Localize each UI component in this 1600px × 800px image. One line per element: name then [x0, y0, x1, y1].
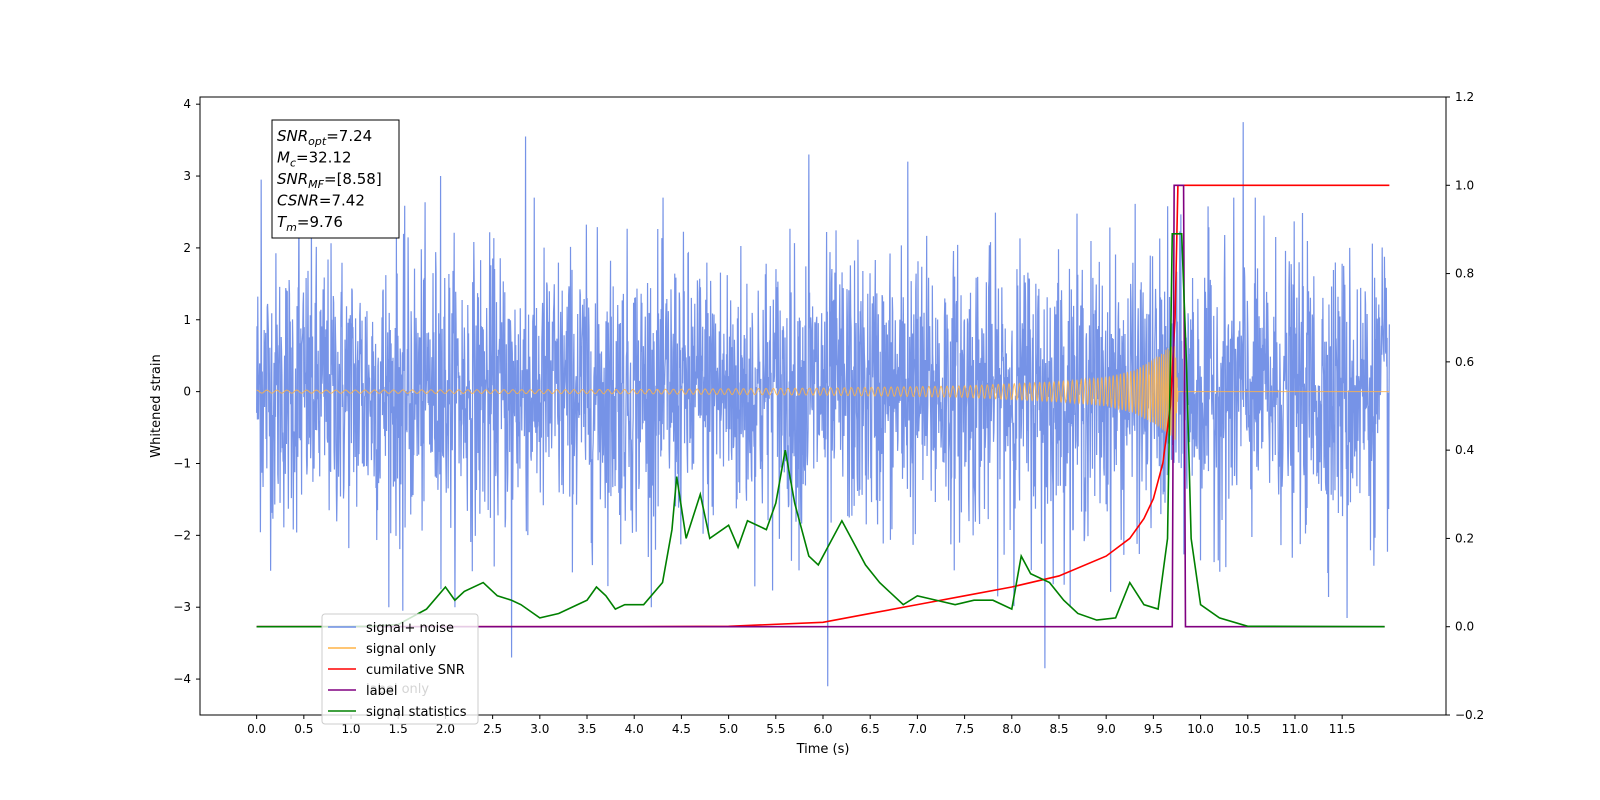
y2-tick-label: −0.2: [1455, 708, 1484, 722]
annotation-line: Mc=32.12: [277, 149, 352, 170]
y-tick-label: −1: [173, 456, 191, 470]
x-tick-label: 5.0: [719, 722, 738, 736]
x-tick-label: 5.5: [766, 722, 785, 736]
y-tick-label: 1: [183, 313, 191, 327]
x-tick-label: 7.0: [908, 722, 927, 736]
x-tick-label: 1.5: [389, 722, 408, 736]
x-tick-label: 0.5: [294, 722, 313, 736]
y-axis-label: Whitened strain: [149, 354, 164, 457]
annotation-line: CSNR=7.42: [277, 192, 365, 210]
x-tick-label: 8.0: [1002, 722, 1021, 736]
series-signal-statistics: [256, 233, 1385, 628]
legend-label: signal statistics: [366, 705, 467, 720]
y-tick-label: 2: [183, 241, 191, 255]
x-tick-label: 8.5: [1049, 722, 1068, 736]
series-label: [256, 184, 1385, 628]
legend-label: cumilative SNR: [366, 663, 465, 678]
y-tick-label: 0: [183, 385, 191, 399]
y2-tick-label: 0.4: [1455, 443, 1474, 457]
y-tick-label: −3: [173, 600, 191, 614]
x-axis: 0.0 0.5 1.0 1.5 2.0 2.5 3.0 3.5 4.0 4.5 5.0 5.5 6.0 6…: [247, 715, 1356, 736]
series-signal-plus-noise: [256, 122, 1390, 687]
y2-tick-label: 1.0: [1455, 178, 1474, 192]
x-tick-label: 4.5: [672, 722, 691, 736]
x-tick-label: 10.0: [1187, 722, 1214, 736]
x-tick-label: 0.0: [247, 722, 266, 736]
x-tick-label: 2.0: [436, 722, 455, 736]
x-tick-label: 9.5: [1144, 722, 1163, 736]
x-tick-label: 2.5: [483, 722, 502, 736]
x-axis-label: Time (s): [796, 742, 850, 757]
x-tick-label: 3.5: [577, 722, 596, 736]
y-axis-right: 1.2 1.0 0.8 0.6 0.4 0.2 0.0 −0.2: [1446, 90, 1484, 722]
legend-label: label: [366, 684, 397, 699]
legend-faded-text: label only: [366, 682, 429, 697]
y2-tick-label: 0.2: [1455, 531, 1474, 545]
legend: label only signal+ noise signal only cumila…: [321, 613, 479, 725]
x-tick-label: 7.5: [955, 722, 974, 736]
y2-tick-label: 1.2: [1455, 90, 1474, 104]
y2-tick-label: 0.6: [1455, 355, 1474, 369]
legend-label: signal only: [366, 642, 436, 657]
y-axis-left: 4 3 2 1 0 −1 −2 −3 −4: [173, 97, 200, 686]
x-tick-label: 6.5: [861, 722, 880, 736]
y-tick-label: 3: [183, 169, 191, 183]
y-tick-label: 4: [183, 97, 191, 111]
annotation-frame: [271, 119, 400, 239]
x-tick-label: 9.0: [1097, 722, 1116, 736]
annotation-box: SNRopt=7.24Mc=32.12SNRMF=[8.58]CSNR=7.42…: [271, 119, 400, 239]
x-tick-label: 11.0: [1282, 722, 1309, 736]
x-tick-label: 10.5: [1234, 722, 1261, 736]
legend-label: signal+ noise: [366, 621, 454, 636]
x-tick-label: 4.0: [625, 722, 644, 736]
y-tick-label: −4: [173, 672, 191, 686]
y2-tick-label: 0.8: [1455, 267, 1474, 281]
series-cumulative-snr: [256, 184, 1390, 628]
y-tick-label: −2: [173, 528, 191, 542]
series-signal-only: [256, 346, 1390, 441]
legend-frame: [321, 613, 479, 725]
y2-tick-label: 0.0: [1455, 620, 1474, 634]
series-layer: [256, 122, 1390, 687]
x-tick-label: 1.0: [341, 722, 360, 736]
annotation-line: SNRMF=[8.58]: [277, 170, 382, 191]
annotation-line: Tm=9.76: [277, 213, 343, 234]
x-tick-label: 11.5: [1329, 722, 1356, 736]
x-tick-label: 6.0: [813, 722, 832, 736]
x-tick-label: 3.0: [530, 722, 549, 736]
annotation-line: SNRopt=7.24: [277, 127, 372, 148]
